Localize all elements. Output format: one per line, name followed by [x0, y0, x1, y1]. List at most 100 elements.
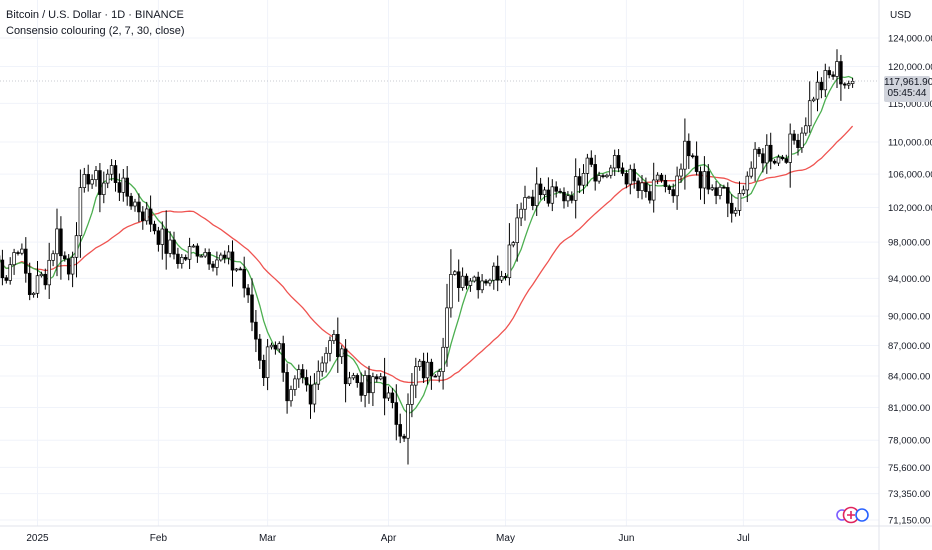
candle[interactable]: [570, 191, 574, 204]
candle[interactable]: [737, 181, 742, 216]
candle[interactable]: [850, 77, 855, 88]
candle[interactable]: [367, 365, 371, 404]
candle[interactable]: [414, 357, 418, 399]
candle[interactable]: [480, 274, 484, 294]
candle[interactable]: [406, 393, 410, 465]
candle[interactable]: [460, 267, 465, 291]
candle[interactable]: [659, 173, 664, 183]
candle[interactable]: [82, 167, 87, 193]
candle[interactable]: [566, 191, 570, 207]
candle[interactable]: [714, 181, 718, 205]
candle[interactable]: [51, 250, 55, 267]
candle[interactable]: [328, 336, 332, 362]
candle[interactable]: [191, 243, 196, 248]
candle[interactable]: [702, 156, 707, 205]
candle[interactable]: [644, 177, 648, 198]
candle[interactable]: [495, 255, 500, 292]
time-axis[interactable]: 2025 Feb Mar Apr May Jun Jul: [26, 533, 749, 544]
candle[interactable]: [180, 254, 184, 269]
candle[interactable]: [242, 256, 246, 298]
candle[interactable]: [534, 167, 539, 216]
candle[interactable]: [63, 251, 67, 262]
candle[interactable]: [515, 204, 519, 262]
candle[interactable]: [78, 169, 83, 258]
candle[interactable]: [90, 174, 94, 189]
candle[interactable]: [304, 369, 309, 392]
candle[interactable]: [289, 385, 293, 407]
candle[interactable]: [511, 241, 516, 248]
candle[interactable]: [445, 283, 449, 367]
candle[interactable]: [675, 166, 679, 210]
indicator-legend[interactable]: Consensio colouring (2, 7, 30, close): [6, 25, 185, 37]
candle[interactable]: [780, 154, 785, 161]
candle[interactable]: [831, 71, 835, 80]
candle[interactable]: [172, 231, 176, 260]
candle[interactable]: [655, 172, 660, 185]
candle[interactable]: [453, 270, 457, 276]
candle[interactable]: [624, 170, 629, 189]
candle[interactable]: [375, 374, 379, 383]
candle[interactable]: [226, 245, 231, 265]
candle[interactable]: [492, 262, 496, 290]
candle[interactable]: [94, 165, 98, 187]
candle[interactable]: [39, 271, 44, 278]
candle[interactable]: [347, 371, 352, 386]
candle[interactable]: [285, 363, 289, 414]
candle[interactable]: [651, 162, 656, 213]
candle[interactable]: [20, 243, 24, 256]
candle[interactable]: [648, 184, 652, 204]
candle[interactable]: [741, 185, 746, 196]
candle[interactable]: [768, 132, 773, 170]
candle[interactable]: [476, 271, 480, 299]
candle[interactable]: [472, 275, 477, 283]
candle[interactable]: [308, 375, 313, 419]
candle[interactable]: [324, 347, 328, 373]
candle[interactable]: [499, 270, 504, 283]
candle[interactable]: [749, 161, 753, 179]
candle[interactable]: [577, 168, 582, 194]
candle[interactable]: [538, 177, 543, 200]
candle[interactable]: [605, 173, 609, 179]
candlesticks[interactable]: [0, 49, 855, 465]
candle[interactable]: [827, 66, 831, 79]
candle[interactable]: [839, 54, 843, 101]
candle[interactable]: [144, 201, 149, 225]
candle[interactable]: [133, 198, 137, 212]
candle[interactable]: [160, 221, 165, 260]
candle[interactable]: [129, 192, 133, 210]
candle[interactable]: [710, 184, 714, 192]
candle[interactable]: [745, 171, 750, 203]
candle[interactable]: [597, 171, 601, 184]
candle[interactable]: [47, 242, 51, 300]
candle[interactable]: [788, 123, 792, 188]
candle[interactable]: [343, 339, 348, 403]
candle[interactable]: [562, 187, 566, 209]
candle[interactable]: [382, 357, 387, 416]
candle[interactable]: [507, 223, 512, 286]
candle[interactable]: [523, 185, 527, 221]
candle[interactable]: [316, 360, 321, 391]
candle[interactable]: [593, 154, 597, 191]
candle[interactable]: [729, 194, 734, 223]
candle[interactable]: [811, 96, 816, 103]
candle[interactable]: [207, 248, 211, 270]
candle[interactable]: [468, 278, 473, 292]
candle[interactable]: [542, 186, 547, 201]
candle[interactable]: [757, 147, 761, 157]
candle[interactable]: [425, 352, 430, 385]
candle[interactable]: [109, 159, 114, 181]
candle[interactable]: [726, 182, 730, 218]
candle[interactable]: [706, 164, 711, 195]
candle[interactable]: [671, 183, 675, 203]
candle[interactable]: [784, 154, 789, 164]
candle[interactable]: [488, 278, 492, 287]
candle[interactable]: [250, 278, 254, 332]
candle[interactable]: [640, 175, 644, 200]
candle[interactable]: [437, 368, 441, 383]
candle[interactable]: [24, 237, 28, 283]
candle[interactable]: [281, 335, 285, 382]
candle[interactable]: [234, 267, 239, 272]
candle[interactable]: [378, 373, 383, 381]
